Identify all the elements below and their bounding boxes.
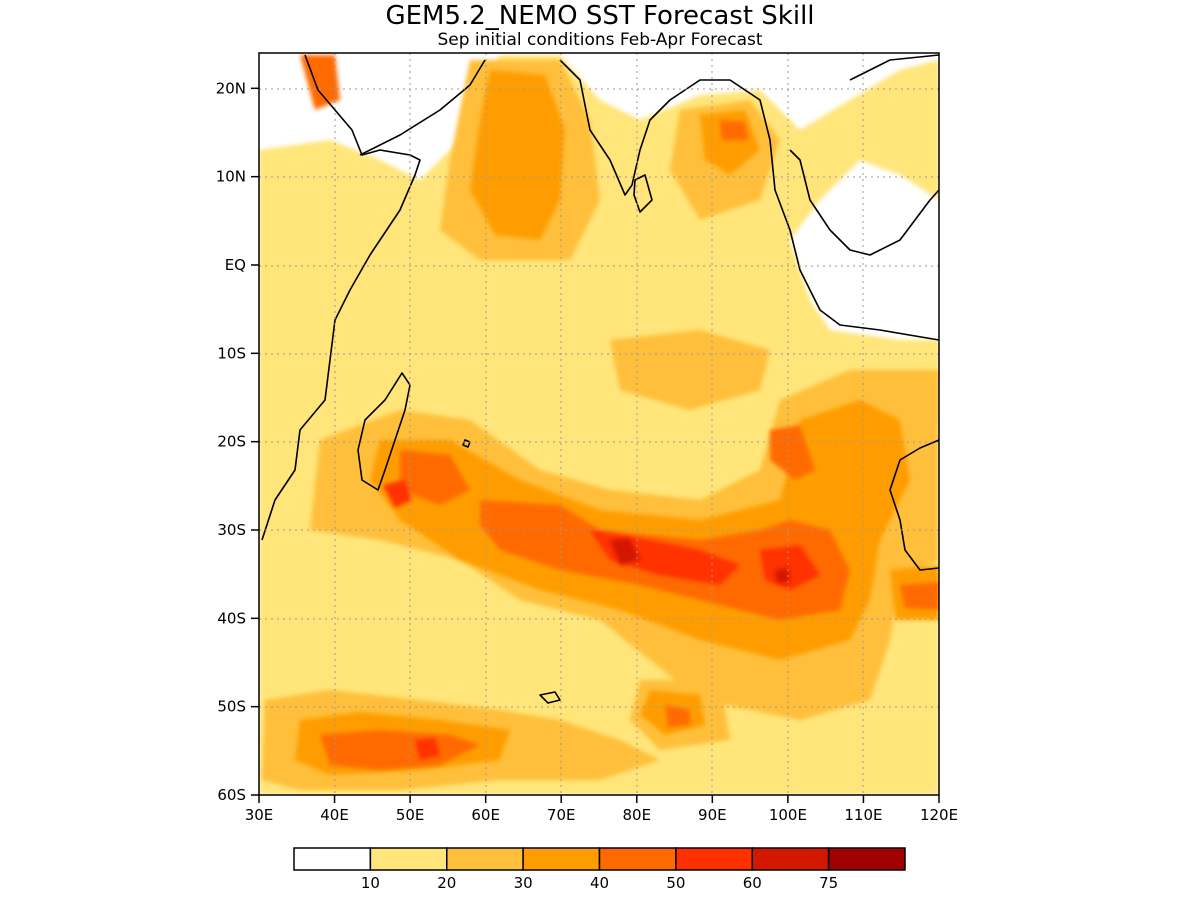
kerguelen <box>539 691 561 704</box>
colorbar-level-label: 20 <box>437 874 456 892</box>
colorbar-swatch <box>675 847 753 871</box>
lon-tick-label: 80E <box>622 806 651 824</box>
colorbar-level-label: 10 <box>361 874 380 892</box>
island <box>462 439 471 448</box>
lat-tick-label: EQ <box>225 256 246 274</box>
skill-shading-60-75 <box>610 538 790 583</box>
colorbar-level-label: 50 <box>666 874 685 892</box>
figure-title: GEM5.2_NEMO SST Forecast Skill <box>385 1 814 31</box>
colorbar-swatch <box>827 847 906 871</box>
colorbar-level-label: 30 <box>514 874 533 892</box>
arabia-south-coast <box>359 59 486 156</box>
malay-peninsula <box>789 149 939 256</box>
map-frame <box>258 52 940 796</box>
lon-tick-label: 70E <box>547 806 576 824</box>
lon-tick-label: 30E <box>245 806 274 824</box>
indochina-coast <box>849 54 939 81</box>
colorbar: 10 20 30 40 50 60 75 <box>293 847 906 892</box>
figure-subtitle: Sep initial conditions Feb-Apr Forecast <box>437 30 762 50</box>
colorbar-swatch <box>293 847 372 871</box>
africa-arabia-coast <box>261 54 421 541</box>
lat-tick-label: 20S <box>217 433 246 451</box>
coastlines <box>261 54 939 704</box>
lon-tick-label: 50E <box>396 806 425 824</box>
lon-tick-label: 40E <box>320 806 349 824</box>
latitude-axis: 20N 10N EQ 10S 20S 30S 40S 50S 60S <box>216 79 259 804</box>
lon-tick-label: 90E <box>698 806 727 824</box>
lon-tick-label: 60E <box>471 806 500 824</box>
lat-tick-label: 10S <box>217 344 246 362</box>
longitude-axis: 30E 40E 50E 60E 70E 80E 90E 100E 110E 120E <box>245 795 958 824</box>
map-grid <box>259 53 939 795</box>
sumatra-coast <box>774 189 939 341</box>
lat-tick-label: 50S <box>217 698 246 716</box>
lat-tick-label: 20N <box>216 79 246 97</box>
lat-tick-label: 40S <box>217 609 246 627</box>
colorbar-swatch <box>598 847 677 871</box>
lon-tick-label: 100E <box>769 806 807 824</box>
lat-tick-label: 10N <box>216 168 246 186</box>
colorbar-level-label: 40 <box>590 874 609 892</box>
lat-tick-label: 30S <box>217 521 246 539</box>
india-coast <box>559 59 776 196</box>
lat-tick-label: 60S <box>217 786 246 804</box>
lon-tick-label: 120E <box>920 806 958 824</box>
colorbar-swatch <box>522 847 601 871</box>
skill-map-area <box>259 53 939 795</box>
australia-west-coast <box>889 439 939 571</box>
colorbar-level-label: 75 <box>819 874 838 892</box>
colorbar-swatch <box>446 847 524 871</box>
colorbar-swatch <box>751 847 830 871</box>
colorbar-swatch <box>369 847 448 871</box>
lon-tick-label: 110E <box>844 806 882 824</box>
colorbar-level-label: 60 <box>743 874 762 892</box>
madagascar <box>357 372 411 491</box>
sri-lanka <box>633 174 653 213</box>
